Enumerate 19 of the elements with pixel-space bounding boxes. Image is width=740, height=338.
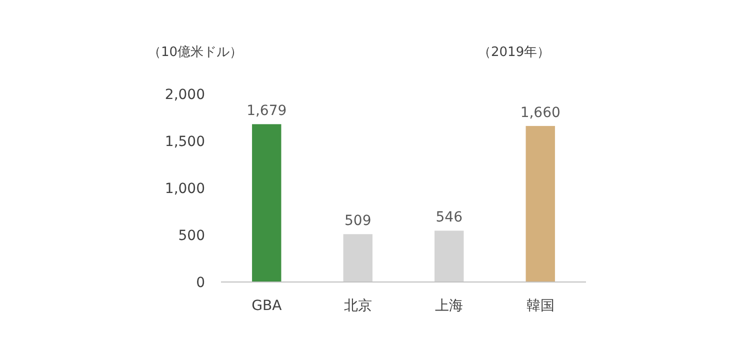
bar [526, 126, 555, 282]
y-tick-label: 500 [178, 228, 205, 244]
y-tick-label: 1,500 [164, 134, 205, 150]
x-tick-label: GBA [252, 298, 282, 314]
data-label: 1,660 [520, 104, 560, 121]
data-label: 509 [344, 213, 372, 230]
bar [434, 230, 464, 282]
y-tick-label: 2,000 [164, 86, 205, 103]
x-tick-label: 上海 [435, 298, 464, 314]
y-tick-label: 0 [196, 274, 205, 291]
x-tick-label: 北京 [344, 298, 372, 314]
data-label: 1,679 [246, 103, 287, 120]
text: （2019年） [478, 45, 550, 60]
y-axis-title: （10億米ドル） [148, 45, 243, 60]
y-tick-label: 1,000 [164, 180, 205, 197]
bar [252, 124, 282, 282]
x-tick-label: 韓国 [526, 298, 554, 314]
data-label: 546 [436, 210, 463, 226]
bar [343, 234, 372, 282]
